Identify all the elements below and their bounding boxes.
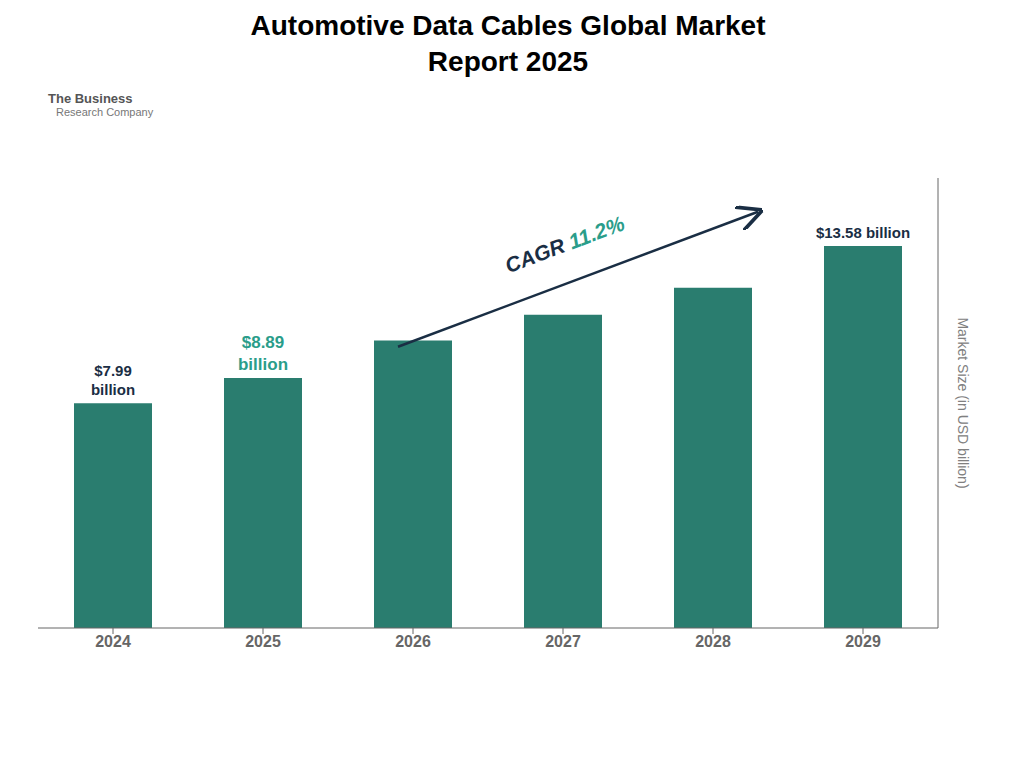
svg-text:2027: 2027 [545,633,581,650]
svg-text:$7.99billion: $7.99billion [91,362,135,399]
svg-text:2024: 2024 [95,633,131,650]
svg-text:2026: 2026 [395,633,431,650]
svg-text:2025: 2025 [245,633,281,650]
svg-text:$13.58 billion: $13.58 billion [816,224,910,241]
html-text:The Business: The Business [48,90,133,106]
html-text:Report 2025: Report 2025 [427,46,589,78]
html-text:Automotive Data Cables Global: Automotive Data Cables Global Market [250,10,766,41]
svg-text:$8.89billion: $8.89billion [238,333,288,374]
svg-text:Market Size (in USD billion): Market Size (in USD billion) [955,317,971,488]
svg-text:2029: 2029 [845,633,881,650]
svg-text:CAGR 11.2%: CAGR 11.2% [502,211,628,277]
html-text:Research Company: Research Company [56,105,154,118]
svg-text:2028: 2028 [695,633,731,650]
